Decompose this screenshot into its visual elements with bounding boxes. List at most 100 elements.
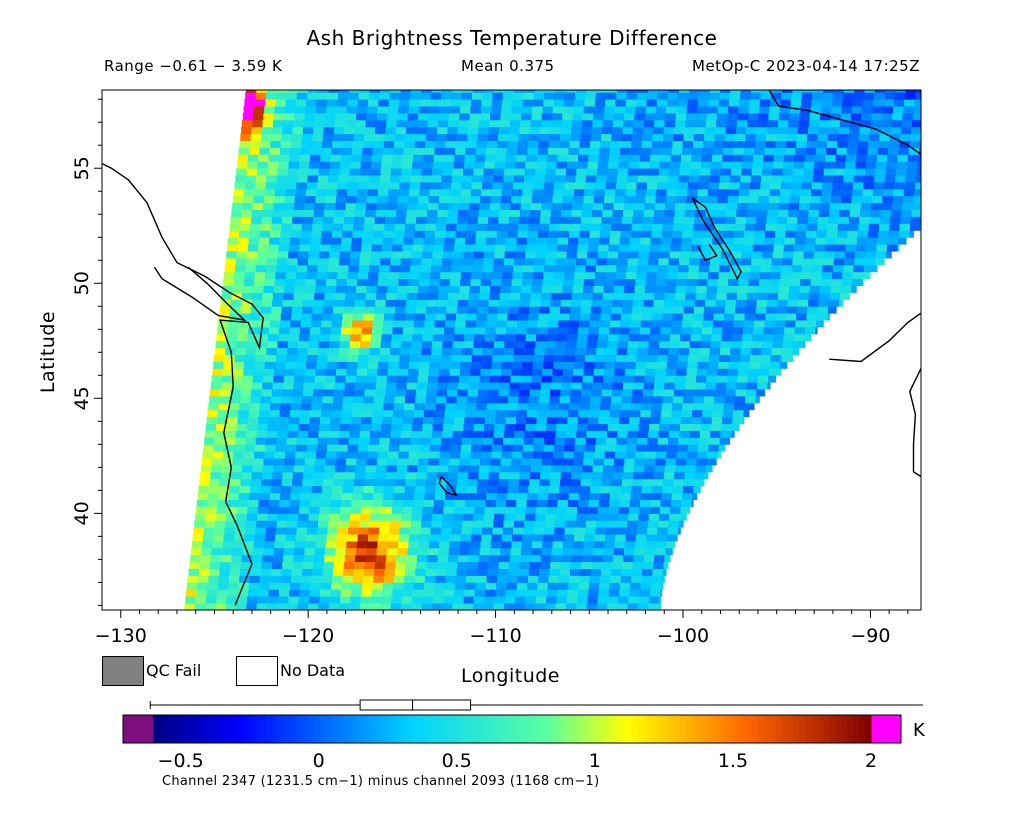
heatmap-cell xyxy=(570,568,581,576)
colorbar-segment xyxy=(553,715,561,743)
heatmap-cell xyxy=(853,264,865,273)
heatmap-cell xyxy=(527,492,539,500)
heatmap-cell xyxy=(385,126,397,135)
heatmap-cell xyxy=(486,320,497,328)
heatmap-cell xyxy=(321,402,333,411)
heatmap-cell xyxy=(644,292,655,300)
heatmap-cell xyxy=(600,402,611,411)
heatmap-cell xyxy=(616,92,627,100)
heatmap-cell xyxy=(572,113,584,121)
heatmap-cell xyxy=(216,416,228,424)
heatmap-cell xyxy=(553,451,564,459)
heatmap-cell xyxy=(675,202,686,210)
heatmap-cell xyxy=(438,113,450,121)
heatmap-cell xyxy=(229,568,241,576)
heatmap-cell xyxy=(619,327,630,335)
heatmap-cell xyxy=(285,444,297,452)
heatmap-cell xyxy=(773,161,784,169)
heatmap-cell xyxy=(693,396,705,404)
heatmap-cell xyxy=(620,230,632,238)
heatmap-cell xyxy=(413,499,424,507)
heatmap-cell xyxy=(427,209,438,217)
heatmap-cell xyxy=(533,444,544,452)
heatmap-cell xyxy=(424,575,436,583)
heatmap-cell xyxy=(424,492,436,500)
heatmap-cell xyxy=(287,90,298,93)
heatmap-cell xyxy=(418,106,430,114)
heatmap-cell xyxy=(617,430,628,438)
heatmap-cell xyxy=(586,603,598,610)
heatmap-cell xyxy=(554,175,566,183)
heatmap-cell xyxy=(376,547,388,556)
colorbar-unit: K xyxy=(913,720,925,741)
heatmap-cell xyxy=(249,140,261,148)
heatmap-cell xyxy=(537,492,549,500)
heatmap-cell xyxy=(606,258,618,266)
heatmap-cell xyxy=(334,299,345,307)
heatmap-cell xyxy=(432,161,444,169)
heatmap-cell xyxy=(684,471,696,480)
colorbar-segment xyxy=(278,715,286,743)
heatmap-cell xyxy=(848,223,859,231)
heatmap-cell xyxy=(332,313,343,321)
heatmap-cell xyxy=(360,251,371,259)
heatmap-cell xyxy=(229,223,241,231)
heatmap-cell xyxy=(482,92,493,100)
heatmap-cell xyxy=(599,230,611,238)
heatmap-cell xyxy=(513,92,524,100)
heatmap-cell xyxy=(531,113,543,121)
heatmap-cell xyxy=(657,264,669,273)
heatmap-cell xyxy=(470,368,481,376)
heatmap-cell xyxy=(893,106,904,114)
heatmap-cell xyxy=(782,340,794,349)
heatmap-cell xyxy=(658,430,670,438)
heatmap-cell xyxy=(759,278,770,286)
heatmap-cell xyxy=(282,561,293,569)
heatmap-cell xyxy=(735,126,747,135)
heatmap-cell xyxy=(269,492,281,500)
heatmap-cell xyxy=(504,251,516,259)
heatmap-cell xyxy=(371,506,382,514)
colorbar-segment xyxy=(176,715,184,743)
heatmap-cell xyxy=(660,244,671,252)
heatmap-cell xyxy=(309,244,321,252)
heatmap-cell xyxy=(490,285,501,293)
heatmap-cell xyxy=(583,278,595,286)
heatmap-cell xyxy=(789,195,801,204)
heatmap-cell xyxy=(802,258,814,266)
heatmap-cell xyxy=(550,389,561,397)
heatmap-cell xyxy=(609,237,621,245)
heatmap-cell xyxy=(656,278,667,286)
heatmap-cell xyxy=(610,402,621,411)
heatmap-cell xyxy=(742,333,753,342)
heatmap-cell xyxy=(439,368,450,376)
heatmap-cell xyxy=(602,554,614,563)
heatmap-cell xyxy=(631,575,642,583)
heatmap-cell xyxy=(672,396,684,404)
heatmap-cell xyxy=(392,237,404,245)
heatmap-cell xyxy=(316,444,328,452)
heatmap-cell xyxy=(515,416,527,424)
heatmap-cell xyxy=(340,333,351,342)
heatmap-cell xyxy=(300,147,312,155)
heatmap-cell xyxy=(461,264,473,273)
heatmap-cell xyxy=(348,527,359,535)
heatmap-cell xyxy=(655,368,667,376)
heatmap-cell xyxy=(747,202,759,210)
heatmap-cell xyxy=(513,347,525,355)
heatmap-cell xyxy=(732,327,744,335)
heatmap-cell xyxy=(266,430,278,438)
heatmap-cell xyxy=(798,119,810,128)
heatmap-cell xyxy=(602,292,614,300)
heatmap-cell xyxy=(388,534,400,542)
heatmap-cell xyxy=(683,478,695,487)
heatmap-cell xyxy=(234,444,245,452)
heatmap-cell xyxy=(315,451,327,459)
heatmap-cell xyxy=(859,126,871,135)
heatmap-cell xyxy=(691,416,702,424)
colorbar-segment xyxy=(398,715,405,743)
heatmap-cell xyxy=(914,188,921,197)
heatmap-cell xyxy=(299,589,311,597)
heatmap-cell xyxy=(339,168,350,176)
heatmap-cell xyxy=(533,182,545,190)
